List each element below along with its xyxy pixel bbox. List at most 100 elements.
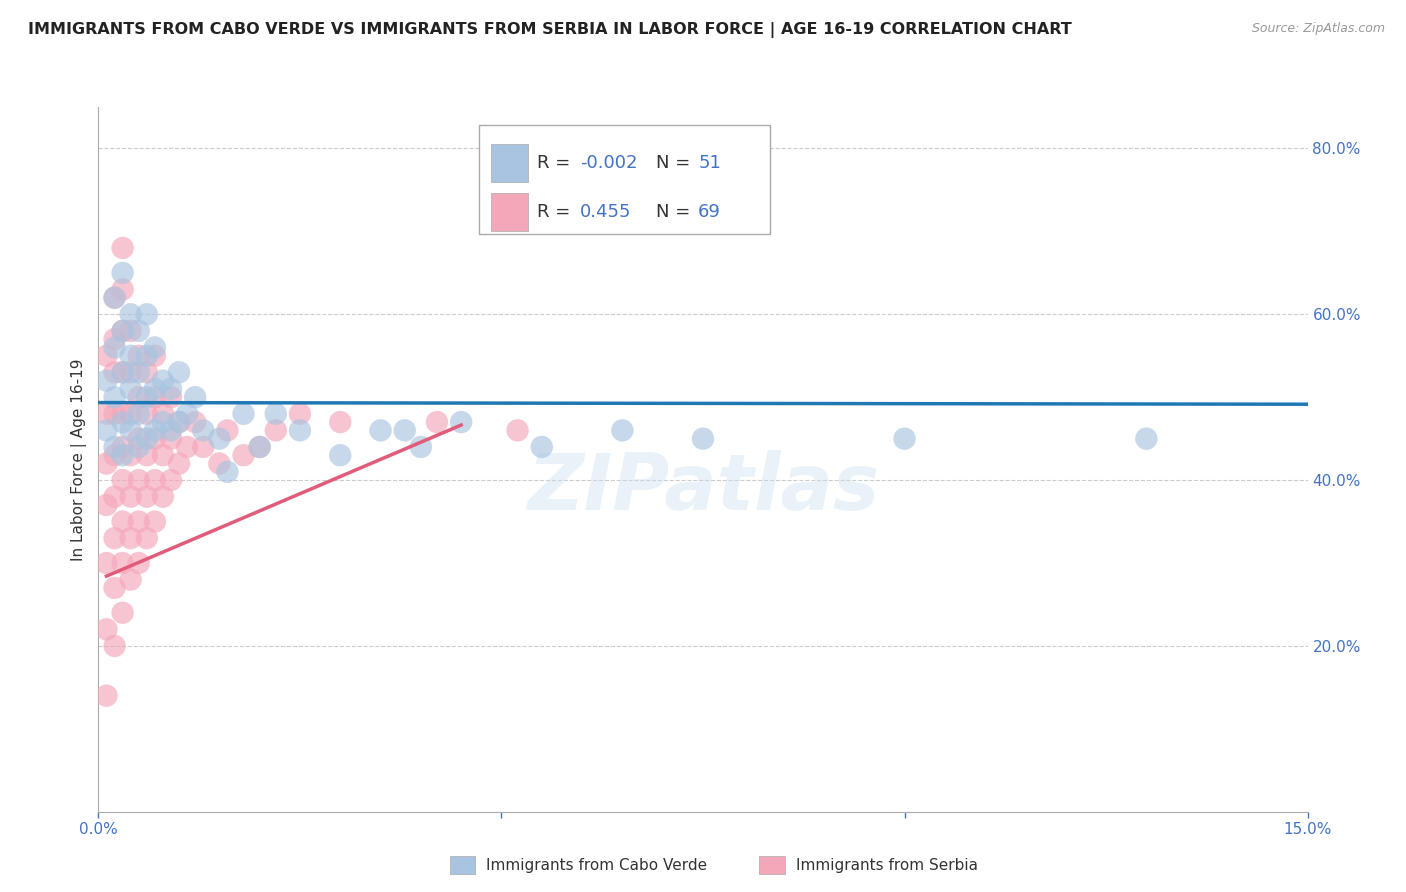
Point [143,423,166,437]
Point [135,349,157,363]
Point [152,415,174,429]
Point [103,332,125,346]
Text: Immigrants from Cabo Verde: Immigrants from Cabo Verde [486,858,707,872]
Text: ZIPatlas: ZIPatlas [527,450,879,525]
Point [152,448,174,462]
Text: R =: R = [537,203,576,221]
Point [120,382,142,396]
Point [111,556,134,570]
Point [103,390,125,404]
Point [96,349,118,363]
Point [120,423,142,437]
Point [135,365,157,379]
FancyBboxPatch shape [492,144,527,182]
Point [167,365,190,379]
Point [128,556,150,570]
Point [143,390,166,404]
Point [120,349,142,363]
Point [176,407,198,421]
Point [329,415,352,429]
Point [128,440,150,454]
Point [111,407,134,421]
Point [893,432,915,446]
Point [111,266,134,280]
Point [160,390,183,404]
Point [612,423,634,437]
Point [143,382,166,396]
Point [208,432,231,446]
Text: IMMIGRANTS FROM CABO VERDE VS IMMIGRANTS FROM SERBIA IN LABOR FORCE | AGE 16-19 : IMMIGRANTS FROM CABO VERDE VS IMMIGRANTS… [28,22,1071,38]
Point [128,432,150,446]
Text: N =: N = [655,203,696,221]
Point [160,423,183,437]
FancyBboxPatch shape [492,193,527,231]
Text: Source: ZipAtlas.com: Source: ZipAtlas.com [1251,22,1385,36]
Point [111,365,134,379]
Point [120,307,142,321]
Point [135,307,157,321]
Point [193,423,215,437]
Point [103,639,125,653]
Point [103,581,125,595]
Point [120,448,142,462]
Point [128,390,150,404]
Point [264,407,287,421]
Point [111,324,134,338]
Point [111,440,134,454]
Point [111,606,134,620]
Point [329,448,352,462]
Point [208,457,231,471]
Point [120,407,142,421]
Point [135,390,157,404]
Point [103,407,125,421]
Point [143,473,166,487]
Point [152,407,174,421]
Point [143,341,166,355]
Text: R =: R = [537,154,576,172]
Point [288,407,311,421]
Point [135,531,157,545]
Text: 51: 51 [699,154,721,172]
Point [111,448,134,462]
Point [450,415,472,429]
Point [128,324,150,338]
Point [217,423,239,437]
Point [120,531,142,545]
Point [135,448,157,462]
Point [111,241,134,255]
Point [96,423,118,437]
Point [120,365,142,379]
Point [184,415,207,429]
Point [160,382,183,396]
Point [135,407,157,421]
Point [103,291,125,305]
Point [111,324,134,338]
Point [128,365,150,379]
Point [120,324,142,338]
Point [692,432,714,446]
Point [232,448,254,462]
Point [1135,432,1157,446]
Point [264,423,287,437]
Point [96,407,118,421]
Point [135,490,157,504]
Point [103,341,125,355]
Point [167,457,190,471]
Point [152,490,174,504]
Point [128,349,150,363]
Point [160,473,183,487]
Point [176,440,198,454]
Point [249,440,271,454]
Point [120,573,142,587]
Text: -0.002: -0.002 [579,154,637,172]
Point [96,457,118,471]
Point [217,465,239,479]
Point [135,432,157,446]
Point [103,365,125,379]
Point [111,365,134,379]
Point [103,440,125,454]
Point [96,556,118,570]
FancyBboxPatch shape [479,125,769,234]
Point [143,432,166,446]
Point [120,490,142,504]
